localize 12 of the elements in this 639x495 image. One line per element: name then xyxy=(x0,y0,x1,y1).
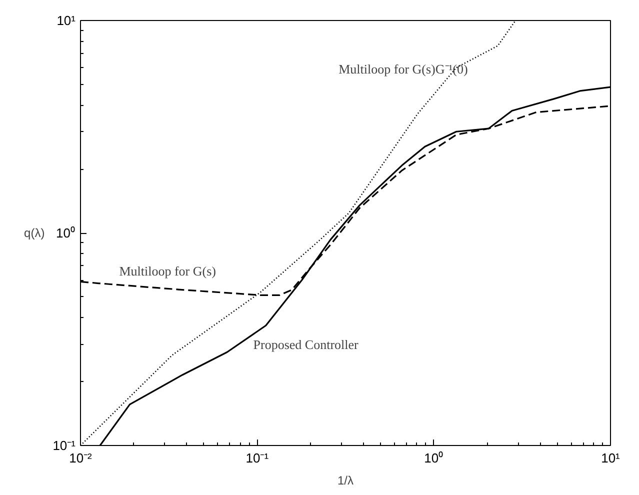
series-label: Multiloop for G(s) xyxy=(119,263,216,278)
y-axis-title: q(λ) xyxy=(24,226,45,240)
y-tick-label: 10⁰ xyxy=(56,226,76,240)
x-tick-label: 10⁻¹ xyxy=(246,450,270,466)
x-tick-label: 10⁰ xyxy=(424,450,444,466)
y-tick-label: 10⁻¹ xyxy=(52,438,76,453)
x-axis-title: 1/λ xyxy=(337,474,354,488)
y-tick-label: 10¹ xyxy=(56,13,76,28)
series-label: Proposed Controller xyxy=(253,336,360,352)
x-tick-label: 10¹ xyxy=(601,450,621,466)
x-tick-label: 10⁻² xyxy=(69,450,93,466)
series-label: Multiloop for G(s)G⁻¹(0) xyxy=(338,61,468,76)
